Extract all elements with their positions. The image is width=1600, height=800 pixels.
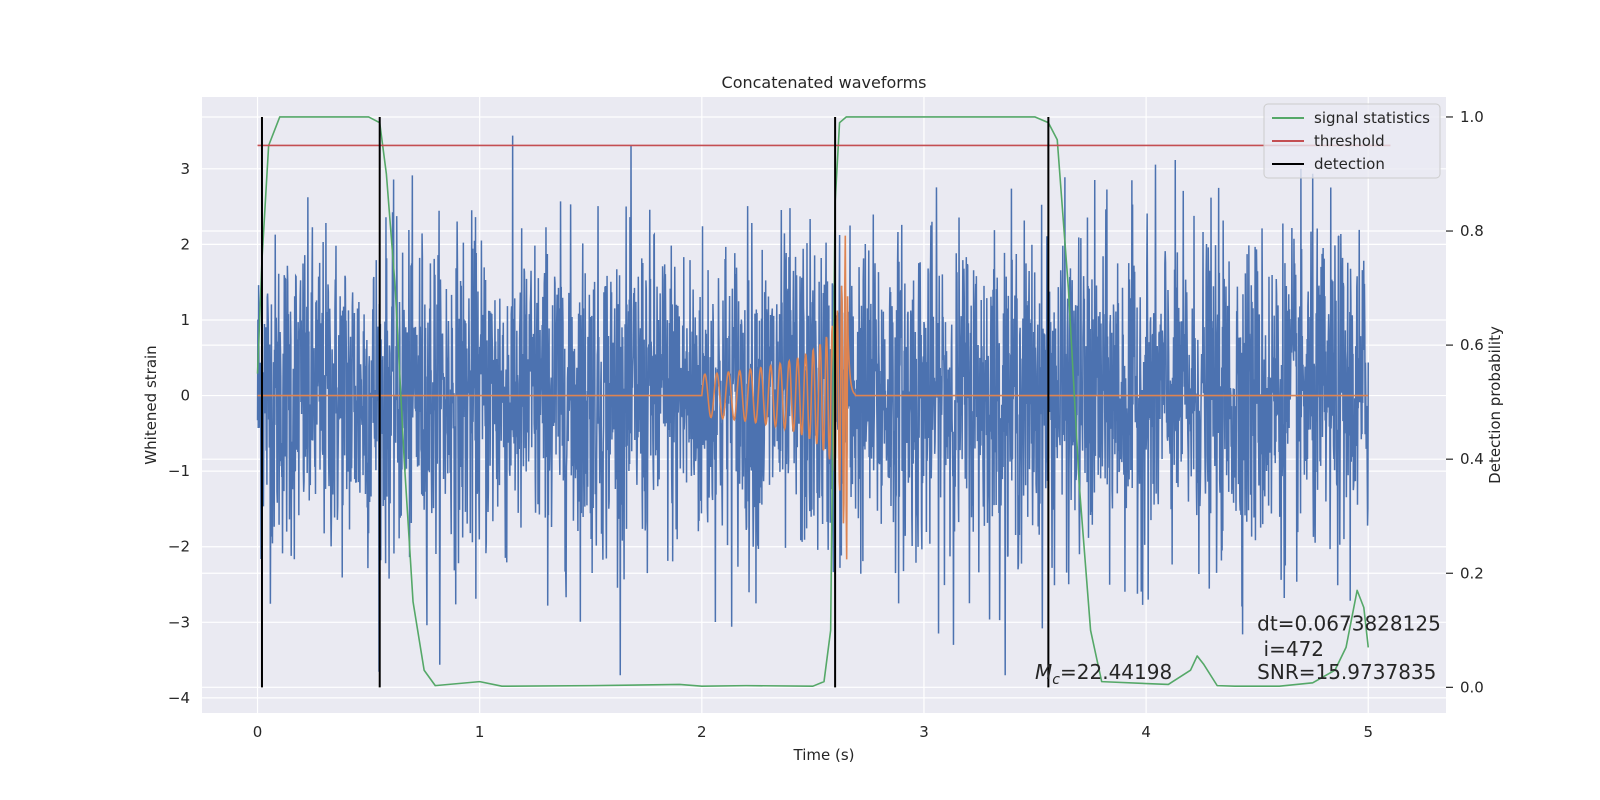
chart-title: Concatenated waveforms bbox=[722, 73, 927, 92]
y-tick-label: −1 bbox=[168, 462, 190, 480]
x-tick-label: 4 bbox=[1141, 723, 1151, 741]
y2-tick-label: 1.0 bbox=[1460, 108, 1484, 126]
y-tick-label: −3 bbox=[168, 613, 190, 631]
y2-tick-label: 0.2 bbox=[1460, 564, 1484, 582]
signal-statistics-line bbox=[256, 116, 1370, 687]
y-tick-label: 2 bbox=[180, 235, 190, 253]
strain-noise-line bbox=[256, 135, 1369, 676]
axes: 0 1 2 3 4 5 −4 −3 −2 −1 0 1 2 3 0.0 0.2 0.4 0.6 0.8 1.0 bbox=[168, 108, 1484, 741]
y-tick-label: 1 bbox=[180, 311, 190, 329]
x-tick-label: 5 bbox=[1363, 723, 1373, 741]
y2-tick-label: 0.4 bbox=[1460, 450, 1484, 468]
x-tick-label: 0 bbox=[253, 723, 263, 741]
x-axis-label: Time (s) bbox=[793, 746, 855, 764]
template-waveform-line bbox=[257, 235, 1369, 560]
legend-box bbox=[1263, 103, 1441, 179]
x-tick-label: 1 bbox=[475, 723, 485, 741]
y-axis-label: Whitened strain bbox=[142, 345, 160, 464]
y-tick-label: 0 bbox=[180, 387, 190, 405]
annotation-text: dt=0.0673828125 bbox=[1257, 611, 1441, 635]
legend-label: signal statistics bbox=[1314, 109, 1430, 127]
x-tick-label: 3 bbox=[919, 723, 929, 741]
x-tick-label: 2 bbox=[697, 723, 707, 741]
y-tick-label: −4 bbox=[168, 689, 190, 707]
y-tick-label: 3 bbox=[180, 160, 190, 178]
y2-tick-label: 0.6 bbox=[1460, 336, 1484, 354]
legend: signal statistics threshold detection bbox=[1263, 103, 1441, 179]
y-tick-label: −2 bbox=[168, 538, 190, 556]
legend-label: threshold bbox=[1314, 132, 1385, 150]
annotation-text: SNR=15.9737835 bbox=[1257, 660, 1436, 684]
legend-label: detection bbox=[1314, 155, 1385, 173]
y2-tick-label: 0.0 bbox=[1460, 678, 1484, 696]
y2-tick-label: 0.8 bbox=[1460, 222, 1484, 240]
y2-axis-label: Detection probability bbox=[1486, 326, 1504, 484]
plot-area bbox=[256, 116, 1391, 688]
annotation-text: i=472 bbox=[1257, 637, 1324, 661]
annotation-text: Mc=22.44198 bbox=[1035, 660, 1172, 688]
